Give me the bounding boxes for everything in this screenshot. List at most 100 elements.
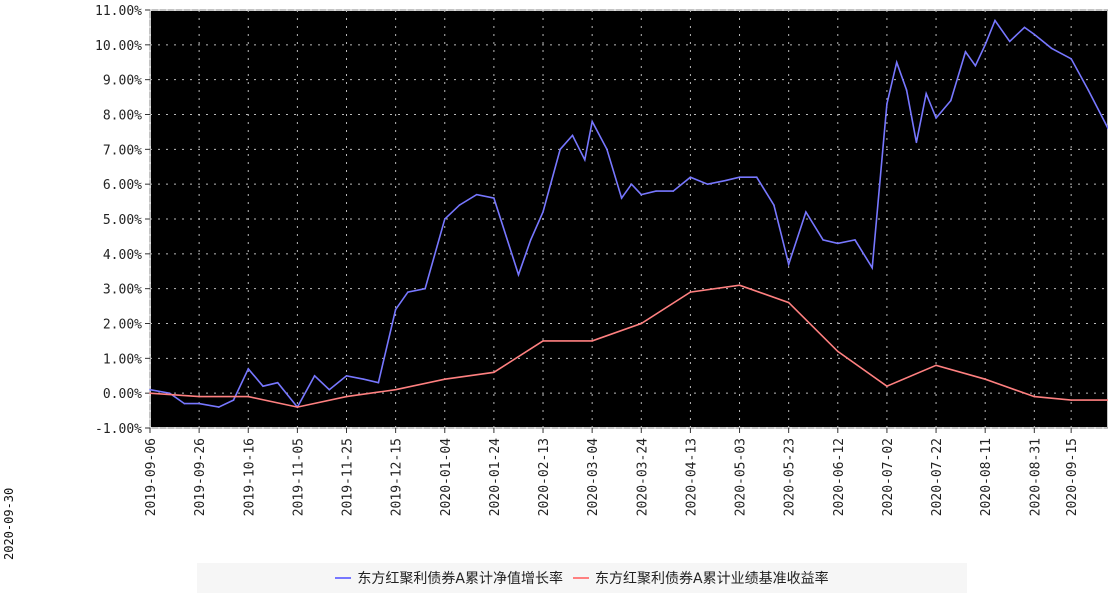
y-tick-label: -1.00% [95, 422, 142, 437]
data-point-1 [1070, 399, 1072, 401]
x-tick-label: 2020-08-31 [1028, 438, 1043, 516]
data-point-1 [640, 322, 643, 325]
data-point-0 [276, 381, 279, 384]
data-point-1 [689, 291, 692, 293]
data-point-0 [655, 190, 657, 192]
y-tick-label: 7.00% [103, 143, 142, 158]
data-point-0 [1087, 89, 1090, 91]
x-axis: 2019-09-06 2019-09-26 2019-10-16 2019-11-05… [144, 428, 1080, 516]
data-point-1 [198, 395, 200, 398]
page-caption: 2020-09-30 [2, 487, 16, 560]
data-point-0 [974, 64, 977, 67]
x-tick-label: 2019-11-05 [291, 438, 306, 516]
x-tick-label: 2020-08-11 [979, 438, 994, 516]
data-point-0 [232, 399, 235, 401]
x-tick-label: 2020-02-13 [537, 438, 552, 516]
data-point-0 [949, 99, 952, 102]
data-point-1 [542, 340, 544, 342]
data-point-0 [822, 239, 824, 241]
data-point-0 [805, 211, 807, 213]
x-tick-label: 2020-01-24 [488, 438, 503, 516]
data-point-1 [394, 388, 397, 391]
x-tick-label: 2020-09-15 [1065, 438, 1080, 516]
data-point-0 [583, 158, 586, 161]
y-tick-label: 2.00% [103, 318, 142, 333]
data-point-0 [443, 218, 446, 220]
data-point-0 [620, 197, 623, 199]
y-tick-label: 1.00% [103, 352, 142, 367]
data-point-0 [672, 190, 675, 192]
series [149, 18, 1108, 409]
data-point-1 [443, 378, 446, 381]
data-point-0 [1070, 57, 1072, 60]
data-point-0 [836, 242, 839, 245]
data-point-0 [493, 197, 495, 199]
data-point-0 [606, 148, 608, 151]
grid [149, 9, 1108, 429]
data-point-0 [424, 287, 426, 290]
data-point-0 [1033, 33, 1036, 36]
data-point-0 [773, 204, 775, 206]
x-tick-label: 2020-03-24 [635, 438, 650, 516]
legend-label-nav: 东方红聚利债券A累计净值增长率 [357, 571, 563, 587]
data-point-0 [407, 291, 409, 293]
legend-item-nav: 东方红聚利债券A累计净值增长率 [335, 568, 563, 588]
data-point-0 [542, 211, 544, 213]
x-tick-label: 2020-07-22 [930, 438, 945, 516]
data-point-0 [984, 44, 986, 46]
data-point-0 [149, 388, 151, 391]
data-point-0 [895, 61, 898, 64]
data-point-0 [591, 120, 593, 123]
data-point-0 [1050, 47, 1053, 50]
data-point-0 [738, 176, 741, 178]
legend-label-benchmark: 东方红聚利债券A累计业绩基准收益率 [595, 571, 829, 587]
data-point-0 [345, 374, 348, 377]
data-point-0 [905, 89, 908, 91]
data-point-1 [984, 378, 986, 381]
data-point-0 [198, 402, 200, 405]
data-point-0 [1008, 40, 1011, 43]
data-point-0 [925, 92, 928, 95]
legend: 东方红聚利债券A累计净值增长率 东方红聚利债券A累计业绩基准收益率 [197, 563, 967, 593]
data-point-0 [328, 388, 331, 391]
data-point-1 [345, 395, 348, 398]
data-point-0 [529, 239, 532, 241]
data-point-0 [871, 266, 873, 269]
data-point-0 [994, 19, 996, 22]
x-tick-label: 2019-09-06 [144, 438, 159, 516]
data-point-1 [787, 301, 790, 304]
data-point-1 [1033, 395, 1036, 398]
x-tick-label: 2019-11-25 [341, 438, 356, 516]
data-point-0 [394, 308, 397, 311]
y-tick-label: 10.00% [95, 39, 142, 54]
legend-swatch-nav [335, 577, 352, 579]
data-point-1 [935, 364, 937, 367]
y-tick-label: 11.00% [95, 4, 142, 19]
data-point-0 [362, 378, 365, 381]
y-tick-label: 9.00% [103, 74, 142, 89]
legend-item-benchmark: 东方红聚利债券A累计业绩基准收益率 [573, 568, 829, 588]
data-point-0 [630, 183, 633, 185]
y-tick-label: 4.00% [103, 248, 142, 263]
y-tick-label: 5.00% [103, 213, 142, 228]
data-point-0 [458, 204, 461, 206]
x-tick-label: 2019-09-26 [193, 438, 208, 516]
data-point-0 [689, 176, 692, 178]
data-point-1 [738, 284, 741, 286]
x-tick-label: 2020-07-02 [881, 438, 896, 516]
x-tick-label: 2020-05-03 [734, 438, 749, 516]
x-tick-label: 2020-03-04 [586, 438, 601, 516]
data-point-0 [217, 406, 220, 408]
y-tick-label: 3.00% [103, 283, 142, 298]
data-point-0 [854, 239, 856, 241]
y-tick-label: 0.00% [103, 387, 142, 402]
data-point-0 [724, 179, 726, 182]
x-tick-label: 2020-05-23 [783, 438, 798, 516]
data-point-1 [247, 395, 250, 398]
data-point-0 [640, 193, 643, 196]
data-point-1 [886, 385, 888, 388]
data-point-0 [706, 183, 709, 185]
data-point-0 [168, 392, 171, 394]
data-point-0 [1023, 26, 1026, 29]
